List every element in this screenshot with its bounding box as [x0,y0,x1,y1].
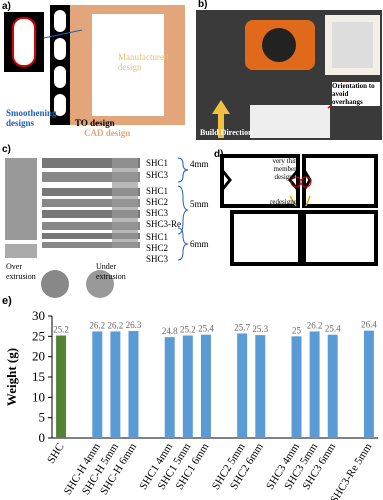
value-label: 25.2 [53,325,69,335]
bar [110,331,121,438]
size-label: 4mm [190,159,209,169]
annotation: Smoothening designs [6,108,57,128]
size-label: 5mm [190,199,209,209]
value-label: 25.2 [180,325,196,335]
bar [363,330,374,438]
value-label: 26.2 [307,320,323,330]
panel-label: c) [2,144,11,155]
bar [128,331,139,438]
y-axis-label: Weight (g) [4,348,19,406]
group-label: SHC3 [146,254,169,264]
bar [327,334,338,438]
value-label: 26.3 [126,320,142,330]
group-label: SHC3 [146,170,169,180]
value-label: 26.2 [108,320,124,330]
annotation: Build Direction [200,128,253,137]
annotation: redesigned [270,198,301,206]
group-label: SHC2 [146,243,169,253]
annotation: Over extrusion [6,262,36,281]
size-label: 6mm [190,239,209,249]
value-label: 26.2 [89,320,105,330]
bar [237,333,248,438]
group-label: SHC1 [146,158,169,168]
annotation: Orientation to avoid overhangs [332,82,380,106]
annotation: Under extrusion [96,262,126,281]
y-tick-label: 0 [39,430,46,445]
y-tick-label: 25 [32,328,45,343]
y-tick-label: 30 [32,308,45,323]
annotation: Manufactured design [118,52,169,72]
annotation: TO design [75,118,115,128]
value-label: 24.8 [162,326,178,336]
panel-d-art [220,154,378,266]
group-label: SHC3 [146,208,169,218]
bar [92,331,103,438]
annotation: CAD design [84,128,131,138]
annotation: very thin member designs [272,157,298,181]
panel-label: a) [2,1,11,12]
bar [255,335,266,438]
bar [56,335,67,438]
x-tick-label: SHC [45,441,67,466]
bar [182,335,193,438]
bar [309,331,320,438]
group-label: SHC1 [146,232,169,242]
panel-label: e) [2,295,12,307]
value-label: 25.7 [234,322,250,332]
y-tick-label: 15 [32,369,45,384]
panel-b-art [196,10,382,140]
group-label: SHC2 [146,197,169,207]
value-label: 25 [292,325,302,335]
y-tick-label: 10 [32,389,45,404]
bar [200,334,211,438]
panel-a-art [4,5,185,125]
bar [291,336,302,438]
panel-label: b) [198,0,208,10]
group-label: SHC1 [146,186,169,196]
y-tick-label: 5 [39,410,46,425]
value-label: 25.4 [198,324,214,334]
panel-label: d) [214,149,224,160]
value-label: 25.3 [252,324,268,334]
value-label: 26.4 [361,320,377,330]
panel-c-art [5,157,189,298]
y-tick-label: 20 [32,349,45,364]
group-label: SHC3-Re [146,219,182,229]
value-label: 25.4 [325,324,341,334]
bar [164,337,175,438]
